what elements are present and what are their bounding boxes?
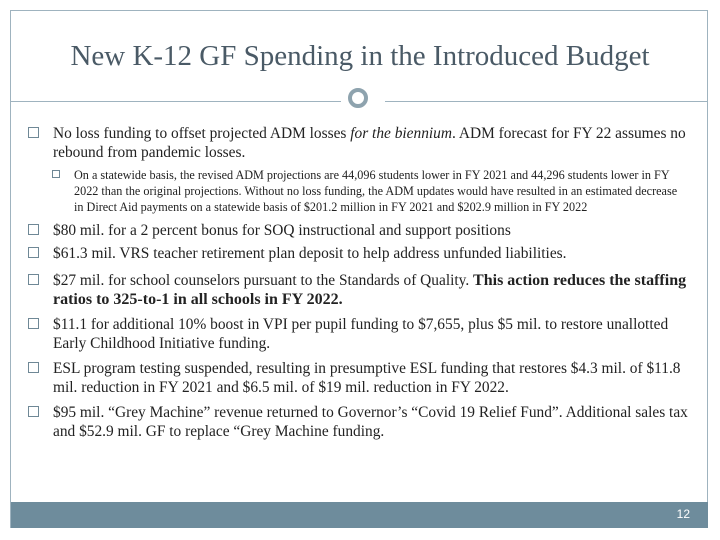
bullet-item-vrs-deposit: $61.3 mil. VRS teacher retirement plan d…	[28, 244, 688, 263]
square-bullet-icon	[28, 362, 39, 373]
square-bullet-icon	[28, 274, 39, 285]
bullet-text: $95 mil. “Grey Machine” revenue returned…	[53, 404, 688, 440]
sub-bullet-text: On a statewide basis, the revised ADM pr…	[74, 168, 678, 214]
bullet-item-no-loss-funding: No loss funding to offset projected ADM …	[28, 124, 688, 162]
slide-title: New K-12 GF Spending in the Introduced B…	[70, 40, 650, 72]
divider-ring-ornament	[348, 88, 368, 108]
footer-bar: 12	[11, 502, 708, 528]
bullet-item-soq-bonus: $80 mil. for a 2 percent bonus for SOQ i…	[28, 221, 688, 240]
bullet-item-school-counselors: $27 mil. for school counselors pursuant …	[28, 271, 688, 309]
title-divider-left	[11, 101, 341, 102]
square-bullet-icon	[28, 318, 39, 329]
square-bullet-icon	[28, 247, 39, 258]
bullet-item-vpi-boost: $11.1 for additional 10% boost in VPI pe…	[28, 315, 688, 353]
bullet-text: ESL program testing suspended, resulting…	[53, 360, 681, 396]
bullet-text: $27 mil. for school counselors pursuant …	[53, 272, 474, 289]
bullet-text: No loss funding to offset projected ADM …	[53, 125, 351, 142]
sub-bullet-item-adm-projections: On a statewide basis, the revised ADM pr…	[28, 167, 688, 215]
bullet-text: $11.1 for additional 10% boost in VPI pe…	[53, 316, 669, 352]
square-bullet-icon	[28, 406, 39, 417]
square-bullet-icon	[28, 127, 39, 138]
bullet-list: No loss funding to offset projected ADM …	[28, 124, 688, 441]
bullet-item-esl-testing: ESL program testing suspended, resulting…	[28, 359, 688, 397]
bullet-text: . ADM forecast for FY 22 assumes no rebo…	[53, 125, 686, 161]
page-number: 12	[676, 507, 690, 521]
bullet-text: $61.3 mil. VRS teacher retirement plan d…	[53, 245, 567, 262]
bullet-text-bold: This action reduces the staffing ratios …	[53, 272, 687, 308]
square-bullet-icon	[52, 170, 60, 178]
square-bullet-icon	[28, 224, 39, 235]
bullet-item-grey-machine: $95 mil. “Grey Machine” revenue returned…	[28, 403, 688, 441]
bullet-text-italic: for the biennium	[350, 125, 452, 142]
bullet-text: $80 mil. for a 2 percent bonus for SOQ i…	[53, 222, 511, 239]
title-divider-right	[385, 101, 708, 102]
